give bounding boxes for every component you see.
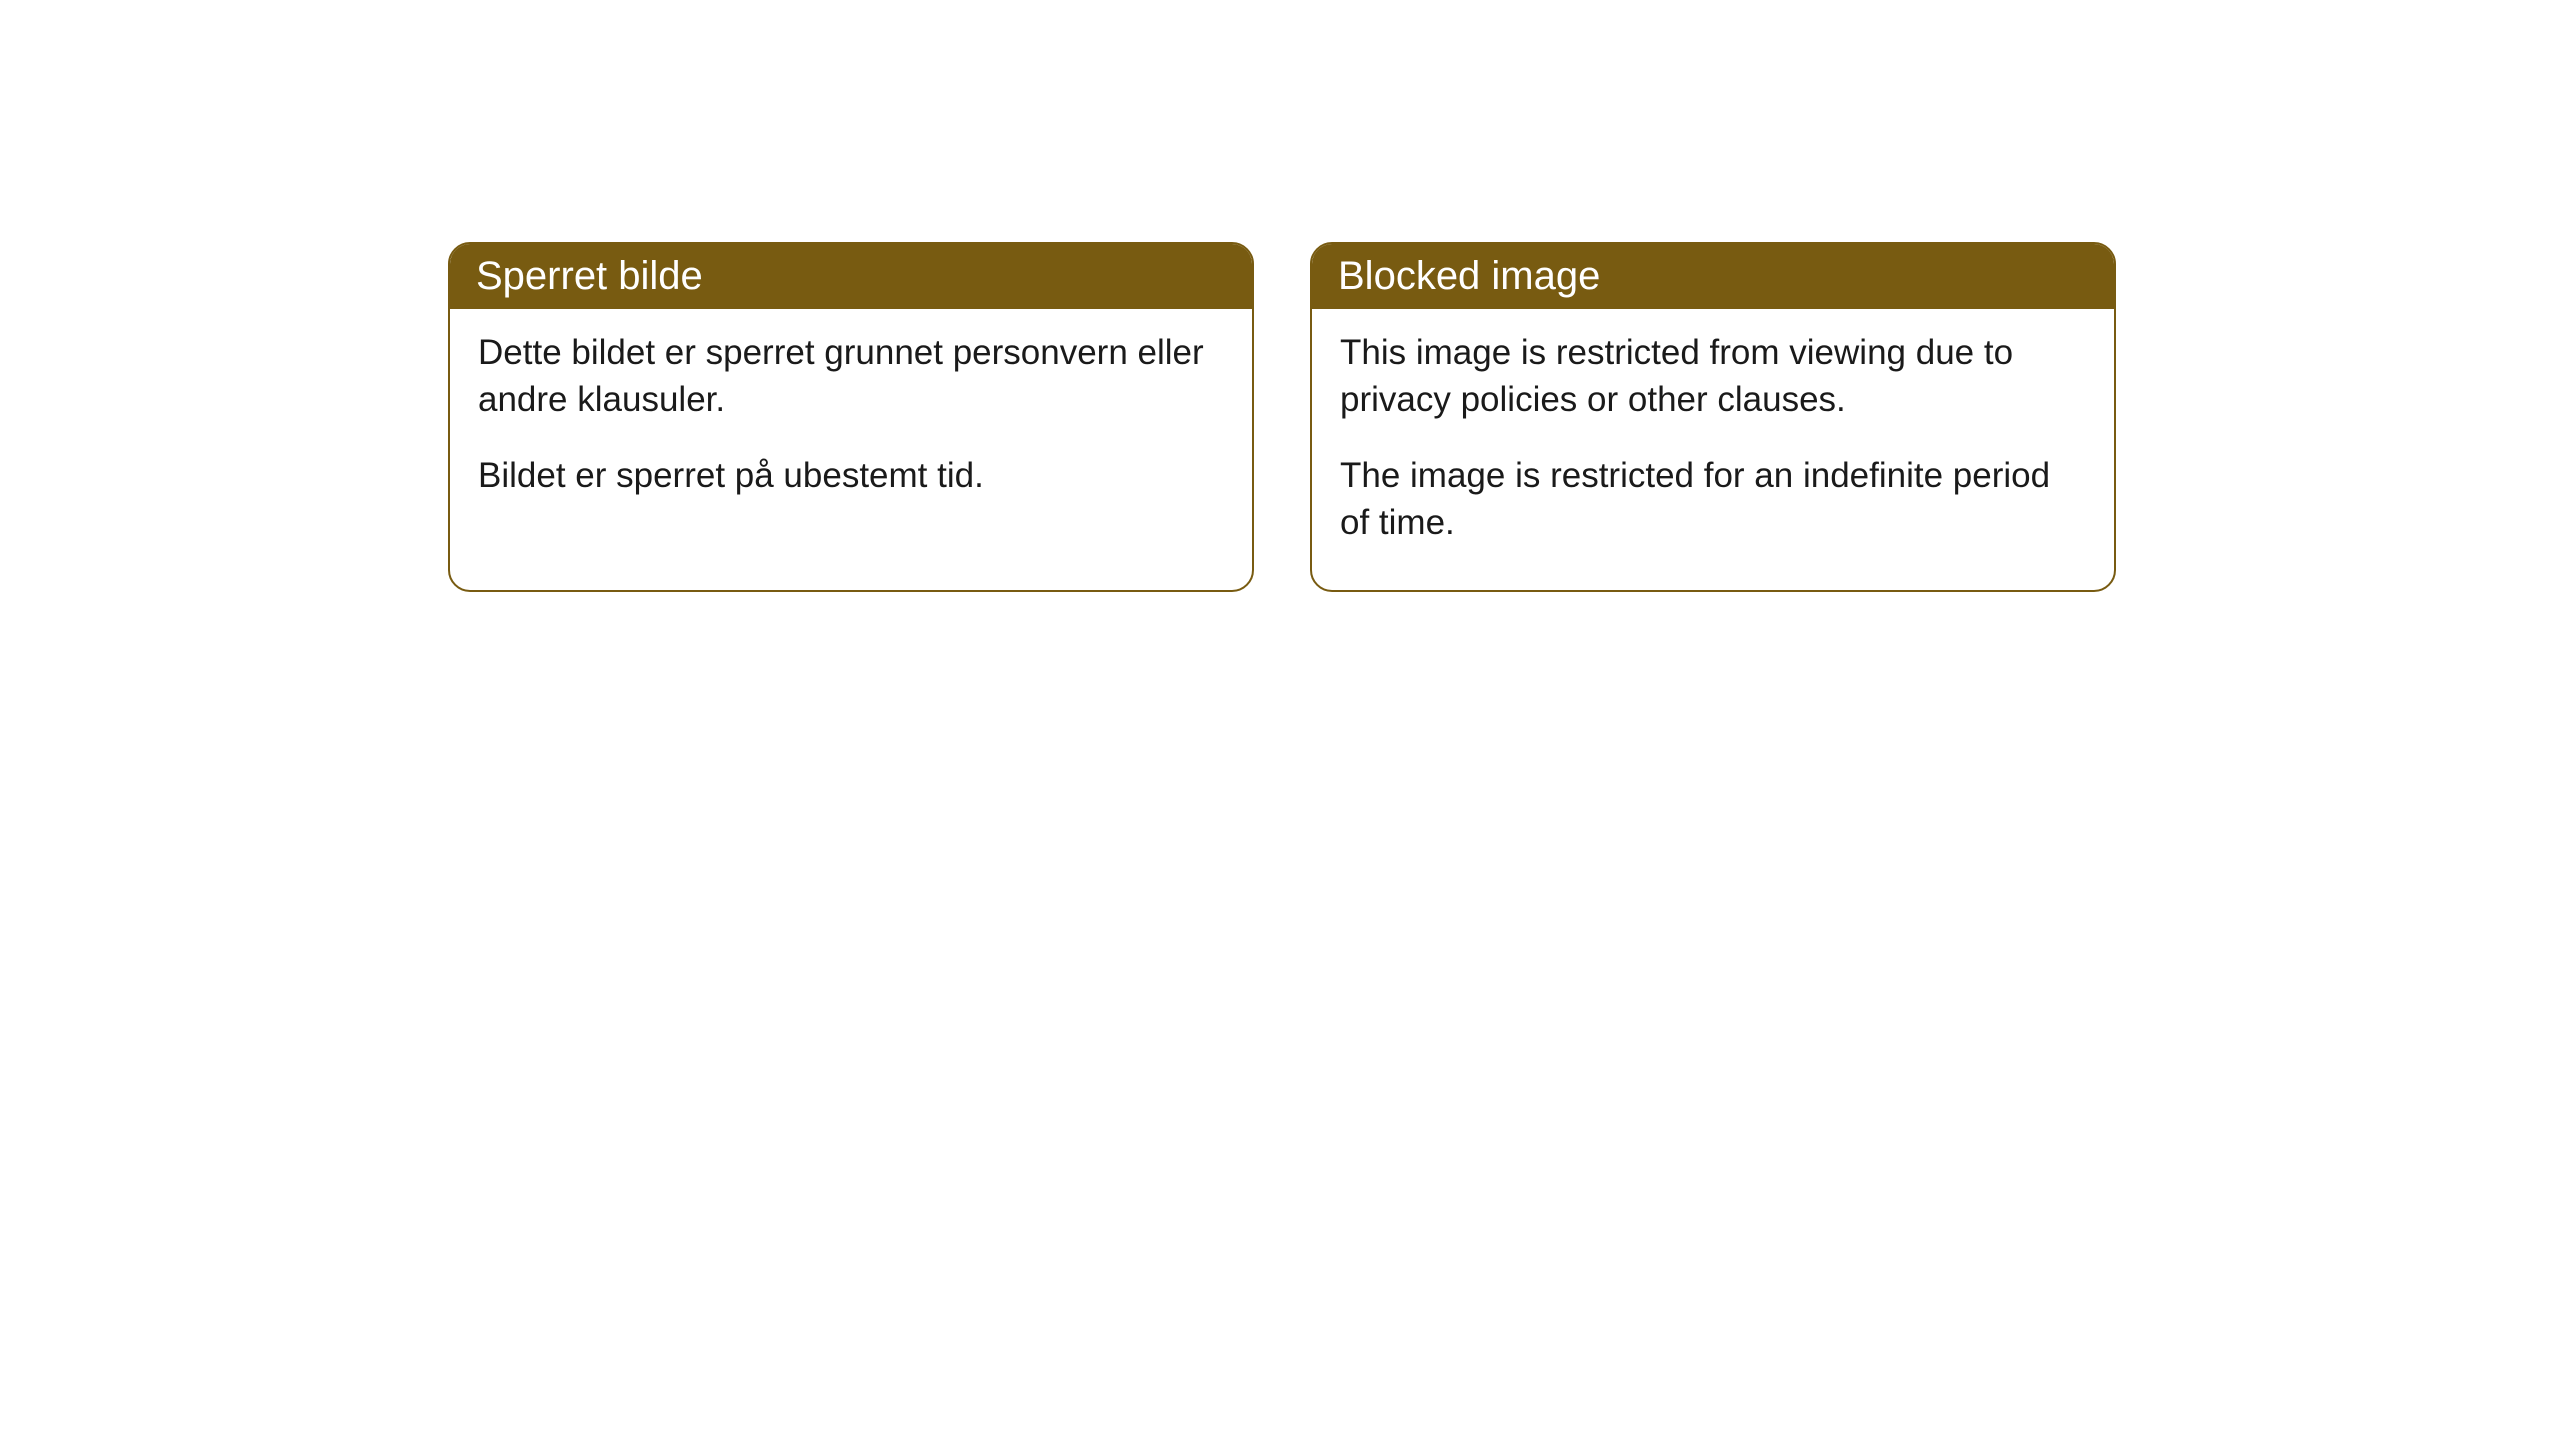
card-paragraph: Dette bildet er sperret grunnet personve… — [478, 329, 1224, 424]
card-paragraph: The image is restricted for an indefinit… — [1340, 452, 2086, 547]
card-title: Blocked image — [1338, 254, 1600, 298]
card-paragraph: This image is restricted from viewing du… — [1340, 329, 2086, 424]
blocked-image-card-norwegian: Sperret bilde Dette bildet er sperret gr… — [448, 242, 1254, 592]
card-header: Blocked image — [1312, 244, 2114, 309]
card-paragraph: Bildet er sperret på ubestemt tid. — [478, 452, 1224, 499]
card-body: Dette bildet er sperret grunnet personve… — [450, 309, 1252, 543]
blocked-image-card-english: Blocked image This image is restricted f… — [1310, 242, 2116, 592]
cards-container: Sperret bilde Dette bildet er sperret gr… — [448, 242, 2116, 592]
card-body: This image is restricted from viewing du… — [1312, 309, 2114, 590]
card-title: Sperret bilde — [476, 254, 703, 298]
card-header: Sperret bilde — [450, 244, 1252, 309]
